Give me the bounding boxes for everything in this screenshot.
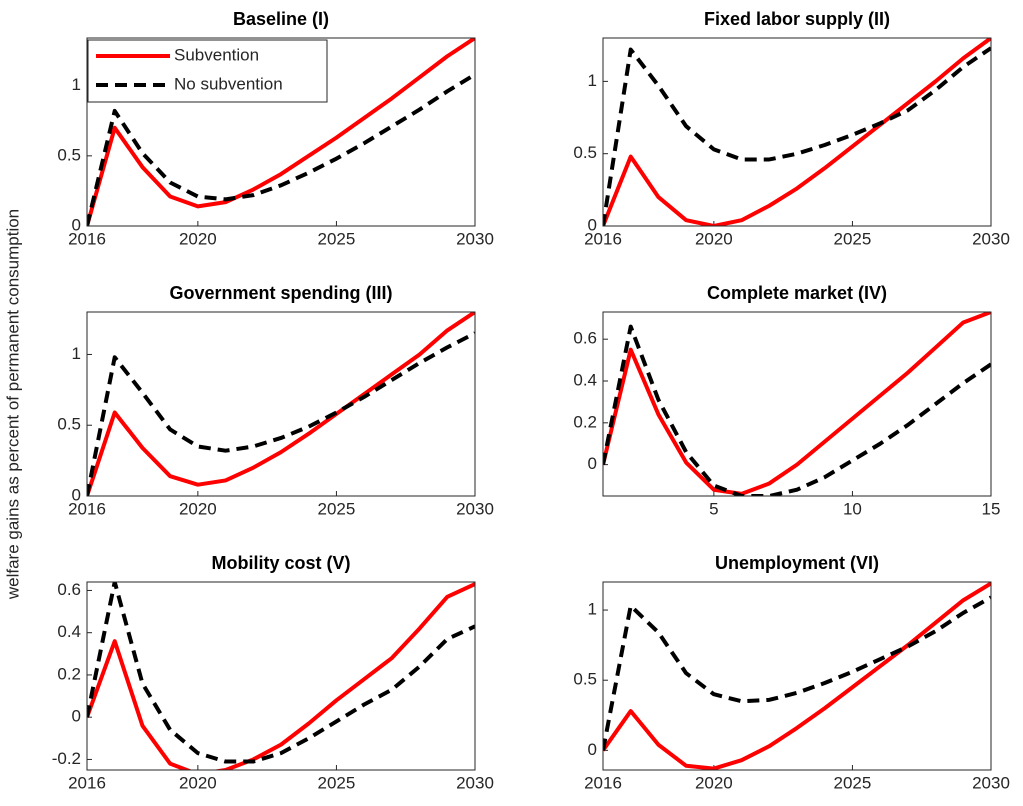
y-tick-label: 1 [72, 344, 81, 363]
x-tick-label: 2016 [584, 229, 622, 248]
legend-box [87, 39, 328, 103]
y-tick-label: 0 [72, 485, 81, 504]
y-tick-label: 0 [72, 215, 81, 234]
plot-area [87, 582, 475, 770]
y-tick-label: 0 [72, 707, 81, 726]
panel-title: Fixed labor supply (II) [704, 9, 890, 29]
x-tick-label: 2020 [695, 229, 733, 248]
y-tick-label: 0.5 [573, 670, 597, 689]
y-tick-label: 0 [588, 740, 597, 759]
axes-box [602, 311, 992, 497]
y-tick-label: 1 [588, 600, 597, 619]
lines [87, 582, 475, 770]
y-tick-label: -0.2 [52, 749, 81, 768]
x-tick-label: 2020 [179, 773, 217, 792]
x-tick-label: 2030 [456, 773, 494, 792]
panel-title: Mobility cost (V) [212, 553, 351, 573]
x-tick-label: 5 [709, 499, 718, 518]
x-tick-label: 2025 [834, 229, 872, 248]
x-tick-label: 2016 [584, 773, 622, 792]
y-tick-label: 0.6 [57, 580, 81, 599]
y-tick-label: 0.4 [57, 622, 81, 641]
x-tick-label: 2025 [318, 229, 356, 248]
x-tick-label: 2016 [68, 229, 106, 248]
y-tick-label: 1 [72, 75, 81, 94]
panel-title: Complete market (IV) [707, 283, 887, 303]
series-line [87, 582, 475, 764]
lines [603, 582, 991, 770]
x-tick-label: 2030 [972, 229, 1010, 248]
series-line [603, 312, 991, 496]
lines [87, 38, 475, 226]
axes-box [86, 311, 476, 497]
plot-area [603, 312, 991, 496]
x-tick-label: 10 [843, 499, 862, 518]
y-tick-label: 0 [588, 215, 597, 234]
legend-label: No subvention [174, 74, 283, 93]
plot-area [87, 312, 475, 496]
plot-area [603, 582, 991, 770]
x-tick-label: 2016 [68, 499, 106, 518]
lines [603, 312, 991, 496]
legend-label: Subvention [174, 45, 259, 64]
y-tick-label: 0.2 [57, 664, 81, 683]
x-tick-label: 2030 [456, 229, 494, 248]
axes-box [602, 37, 992, 227]
axes-box [86, 37, 476, 227]
y-tick-label: 0.5 [57, 415, 81, 434]
y-axis-label: welfare gains as percent of permanent co… [3, 209, 22, 600]
series-line [603, 38, 991, 226]
y-tick-label: 0.5 [57, 145, 81, 164]
series-line [603, 324, 991, 496]
panel-title: Baseline (I) [233, 9, 329, 29]
x-tick-label: 2020 [179, 229, 217, 248]
series-line [87, 312, 475, 496]
x-tick-label: 2025 [834, 773, 872, 792]
y-tick-label: 0.2 [573, 412, 597, 431]
series-line [87, 38, 475, 226]
y-tick-label: 0.5 [573, 143, 597, 162]
lines [603, 38, 991, 226]
series-line [603, 582, 991, 770]
series-line [87, 331, 475, 496]
x-tick-label: 2025 [318, 499, 356, 518]
y-tick-label: 1 [588, 71, 597, 90]
lines [87, 312, 475, 496]
series-line [603, 46, 991, 226]
plot-area [603, 38, 991, 226]
panel-title: Government spending (III) [169, 283, 392, 303]
axes-box [86, 581, 476, 771]
x-tick-label: 2030 [456, 499, 494, 518]
x-tick-label: 2016 [68, 773, 106, 792]
y-tick-label: 0.6 [573, 329, 597, 348]
panel-title: Unemployment (VI) [715, 553, 879, 573]
x-tick-label: 2030 [972, 773, 1010, 792]
x-tick-label: 15 [982, 499, 1001, 518]
y-tick-label: 0 [588, 454, 597, 473]
series-line [87, 582, 475, 770]
x-tick-label: 2020 [179, 499, 217, 518]
series-line [603, 595, 991, 751]
x-tick-label: 2025 [318, 773, 356, 792]
series-line [87, 72, 475, 226]
y-tick-label: 0.4 [573, 370, 597, 389]
axes-box [602, 581, 992, 771]
x-tick-label: 2020 [695, 773, 733, 792]
